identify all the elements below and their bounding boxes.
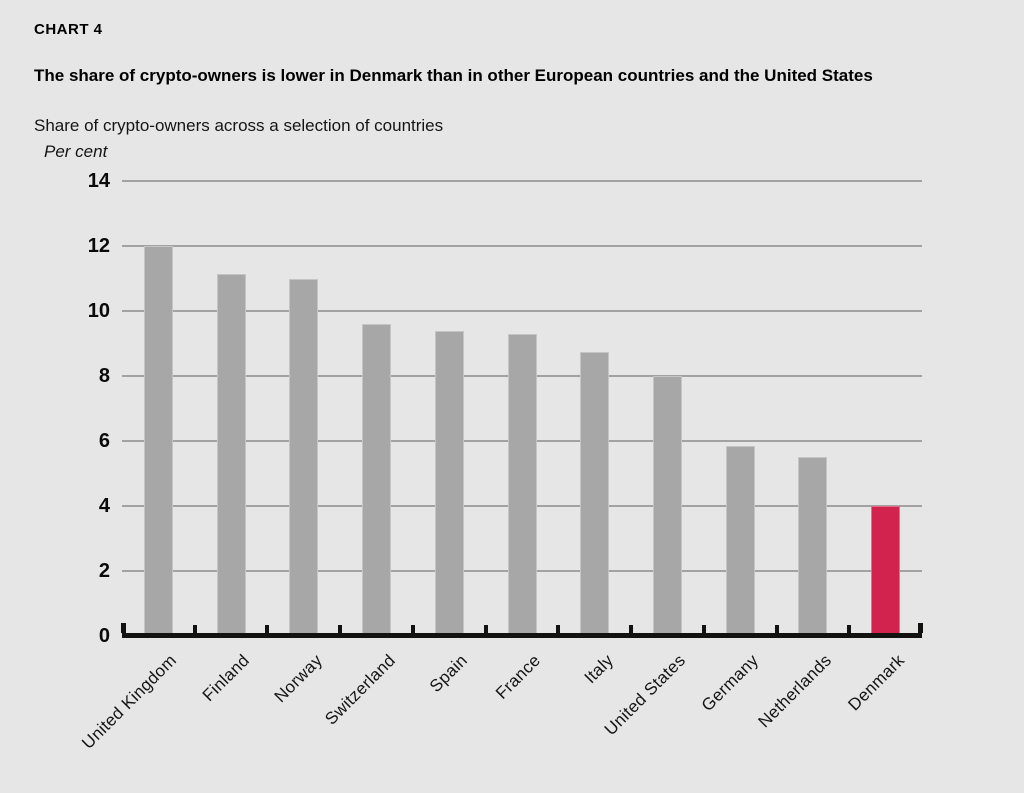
axis-tick [774, 625, 779, 633]
axis-tick [265, 625, 270, 633]
bar-norway [289, 278, 319, 636]
gridline-12 [122, 245, 922, 247]
bar-finland [216, 273, 246, 636]
x-axis-line [122, 633, 922, 638]
bar-germany [725, 445, 755, 636]
bar-italy [580, 351, 610, 636]
axis-tick [918, 623, 923, 633]
y-tick-label-12: 12 [87, 235, 110, 257]
x-tick-label-united-kingdom: United Kingdom [78, 650, 181, 753]
gridline-10 [122, 310, 922, 312]
axis-tick [192, 625, 197, 633]
chart-heading: The share of crypto-owners is lower in D… [34, 66, 873, 85]
y-tick-label-4: 4 [98, 495, 110, 517]
axis-tick [121, 623, 126, 633]
y-tick-label-2: 2 [98, 560, 110, 582]
gridline-14 [122, 180, 922, 182]
axis-tick [483, 625, 488, 633]
y-axis-unit-label: Per cent [44, 142, 108, 161]
axis-tick [629, 625, 634, 633]
chart-subtitle: Share of crypto-owners across a selectio… [34, 116, 444, 135]
bar-denmark [871, 506, 901, 636]
y-tick-label-10: 10 [87, 300, 110, 322]
bar-switzerland [362, 324, 392, 636]
bar-netherlands [798, 457, 828, 636]
axis-tick [556, 625, 561, 633]
y-tick-label-14: 14 [87, 170, 110, 192]
axis-tick [847, 625, 852, 633]
axis-tick [410, 625, 415, 633]
bar-spain [434, 330, 464, 636]
axis-tick [701, 625, 706, 633]
y-tick-label-0: 0 [98, 625, 110, 647]
bar-united-states [652, 376, 682, 636]
chart-number-label: CHART 4 [34, 21, 103, 38]
y-tick-label-8: 8 [98, 365, 110, 387]
bar-united-kingdom [143, 246, 173, 636]
y-tick-label-6: 6 [98, 430, 110, 452]
axis-tick [338, 625, 343, 633]
bar-france [507, 333, 537, 636]
